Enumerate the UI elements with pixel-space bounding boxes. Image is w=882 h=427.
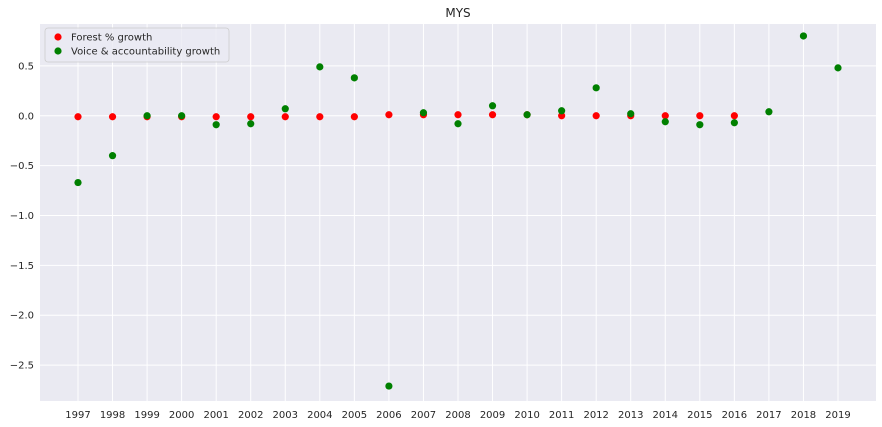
y-tick-label: −1.5 [10, 261, 34, 272]
series-1 [74, 32, 842, 390]
data-point [212, 121, 220, 129]
data-point [661, 118, 669, 126]
y-axis-ticks: 0.5 0.0 −0.5 −1.0 −1.5 −2.0 −2.5 [10, 61, 34, 371]
data-point [178, 112, 186, 120]
data-point [558, 112, 566, 120]
legend-marker [54, 47, 62, 55]
data-point [247, 120, 255, 128]
x-tick-label: 2013 [618, 410, 643, 421]
data-point [730, 112, 738, 120]
data-point [730, 119, 738, 127]
x-tick-label: 2003 [273, 410, 298, 421]
data-point [592, 84, 600, 92]
x-tick-label: 1997 [65, 410, 90, 421]
data-point [350, 113, 358, 121]
data-point [488, 111, 497, 119]
data-point [834, 64, 842, 72]
x-tick-label: 1999 [134, 410, 159, 421]
data-point [627, 110, 635, 118]
y-tick-label: −2.5 [10, 361, 34, 372]
x-tick-label: 2014 [653, 410, 678, 421]
x-tick-label: 2016 [722, 410, 747, 421]
data-point [143, 112, 151, 120]
x-tick-label: 2012 [583, 410, 608, 421]
data-point [696, 121, 704, 129]
data-point [696, 112, 704, 120]
x-tick-label: 2015 [687, 410, 712, 421]
x-tick-label: 2007 [411, 410, 436, 421]
x-tick-label: 2006 [376, 410, 401, 421]
data-point [454, 111, 462, 119]
data-point [350, 74, 358, 82]
data-point [74, 178, 82, 187]
x-tick-label: 2018 [791, 410, 816, 421]
y-tick-label: 0.0 [18, 111, 34, 122]
data-point [212, 113, 220, 121]
data-point [454, 120, 462, 128]
x-tick-label: 2005 [342, 410, 367, 421]
x-tick-label: 2010 [514, 410, 539, 421]
data-point [488, 102, 497, 110]
data-point [523, 111, 531, 119]
legend-label: Forest % growth [71, 33, 152, 44]
data-point [385, 111, 393, 119]
y-tick-label: 0.5 [18, 61, 34, 72]
data-point [799, 32, 808, 40]
data-point [661, 112, 669, 120]
data-point [316, 63, 324, 71]
data-point [247, 113, 255, 121]
data-point [558, 107, 566, 115]
data-point [316, 113, 324, 121]
x-tick-label: 2004 [307, 410, 332, 421]
data-point [419, 109, 428, 117]
x-tick-label: 2019 [825, 410, 850, 421]
data-point [765, 108, 773, 116]
y-tick-label: −0.5 [10, 161, 34, 172]
x-tick-label: 2001 [203, 410, 228, 421]
grid-lines [40, 24, 876, 401]
x-tick-label: 2008 [445, 410, 470, 421]
y-tick-label: −2.0 [10, 311, 34, 322]
data-point [385, 382, 393, 390]
x-tick-label: 2000 [169, 410, 194, 421]
legend-label: Voice & accountability growth [71, 47, 220, 58]
legend-box [44, 27, 230, 63]
x-tick-label: 1998 [100, 410, 125, 421]
y-tick-label: −1.0 [10, 211, 34, 222]
x-tick-label: 2011 [549, 410, 574, 421]
data-points [74, 32, 842, 390]
chart-title: MYS [445, 6, 470, 20]
data-point [281, 105, 289, 113]
data-point [108, 152, 117, 160]
data-point [74, 113, 82, 121]
legend-marker [54, 33, 62, 41]
x-tick-label: 2017 [756, 410, 781, 421]
x-axis-ticks: 1997 1998 1999 2000 2001 2002 2003 2004 2005 2006… [65, 410, 850, 421]
data-point [592, 112, 600, 120]
data-point [281, 113, 289, 121]
x-tick-label: 2002 [238, 410, 263, 421]
legend: Forest % growth Voice & accountability gr… [44, 27, 230, 63]
data-point [108, 113, 117, 121]
x-tick-label: 2009 [480, 410, 505, 421]
